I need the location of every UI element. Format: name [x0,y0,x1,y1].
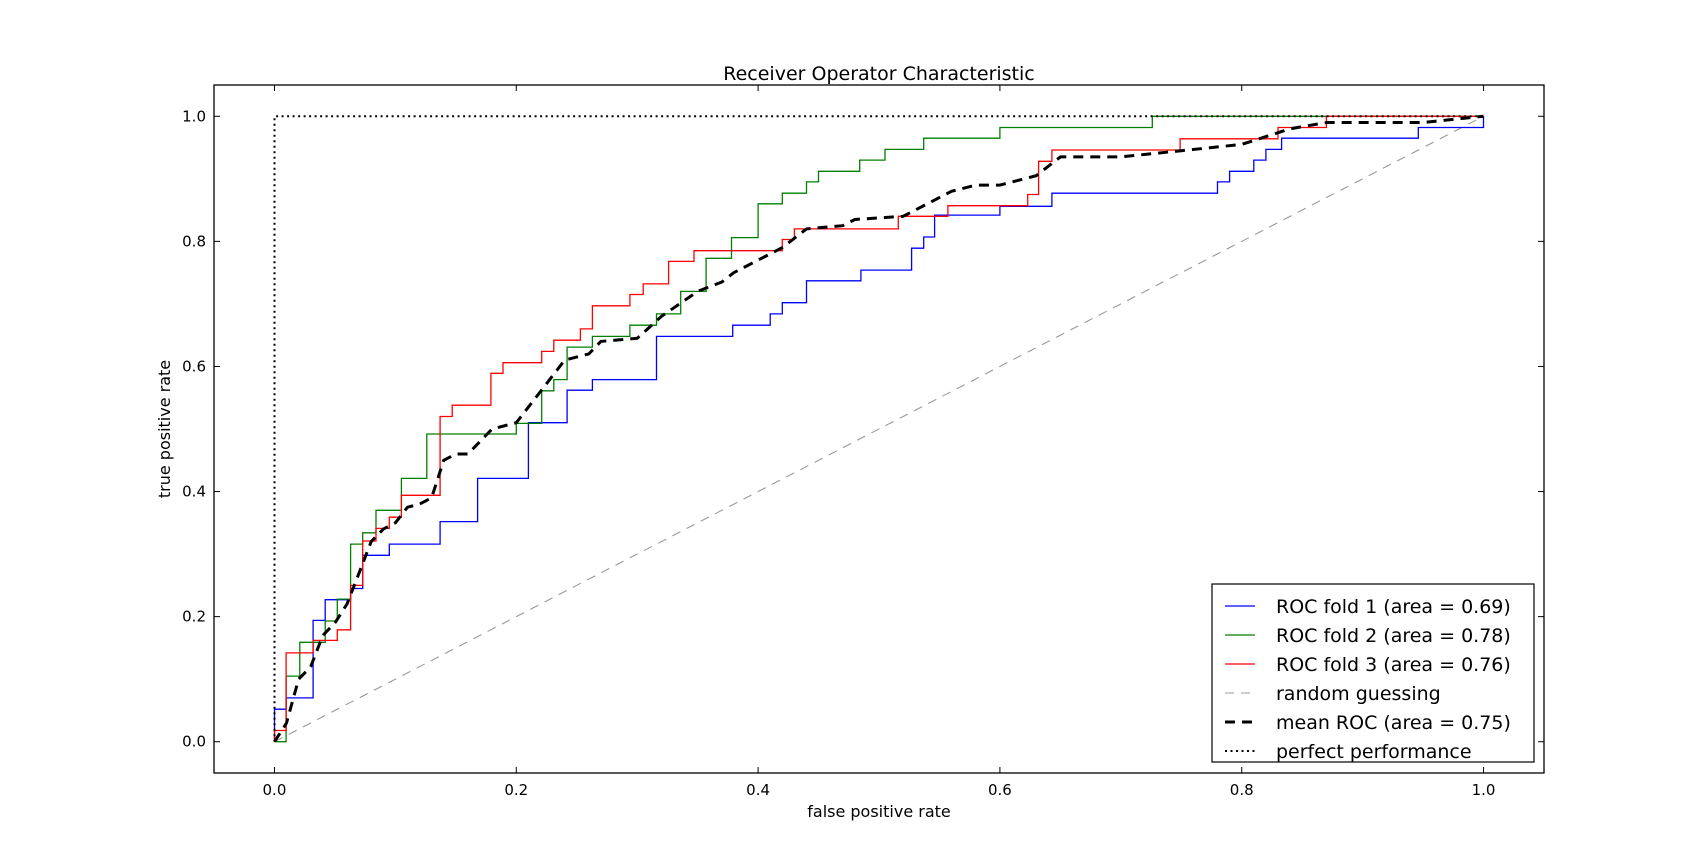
y-tick-label: 0.0 [182,733,206,751]
series-line-3 [274,115,1484,743]
x-tick-label: 0.8 [1230,781,1254,799]
axes-frame [213,84,1545,774]
x-tick-label: 0.0 [263,781,287,799]
series-line-5 [273,115,1484,742]
x-tick-label: 0.2 [504,781,528,799]
y-axis-label: true positive rate [155,360,174,498]
legend: ROC fold 1 (area = 0.69) ROC fold 2 (area… [1211,583,1535,763]
series-line-2 [273,115,1484,742]
plot-area [273,114,1485,743]
legend-box [1211,583,1535,763]
y-tick-label: 0.6 [182,357,206,375]
legend-entry-5: perfect performance [1276,741,1472,763]
x-tick-label: 0.6 [988,781,1012,799]
series-line-1 [274,115,1484,743]
chart-title: Receiver Operator Characteristic [723,63,1034,85]
y-tick-label: 1.0 [182,107,206,125]
x-axis-label: false positive rate [807,802,951,821]
x-tick-label: 0.4 [746,781,770,799]
series-line-4 [273,114,1484,743]
x-tick-label: 1.0 [1472,781,1496,799]
axis-ticks: 0.0 0.2 0.4 0.6 0.8 1.0 0.0 0.2 0.4 0.6 0.8 1.0 [182,85,1544,799]
y-tick-label: 0.8 [182,232,206,250]
legend-entry-0: ROC fold 1 (area = 0.69) [1276,596,1511,618]
y-tick-label: 0.2 [182,608,206,626]
y-tick-label: 0.4 [182,483,206,501]
legend-entry-2: ROC fold 3 (area = 0.76) [1276,654,1511,676]
legend-entry-3: random guessing [1276,683,1441,705]
legend-entry-4: mean ROC (area = 0.75) [1276,712,1511,734]
legend-entry-1: ROC fold 2 (area = 0.78) [1276,625,1511,647]
series-line-0 [273,116,1485,742]
